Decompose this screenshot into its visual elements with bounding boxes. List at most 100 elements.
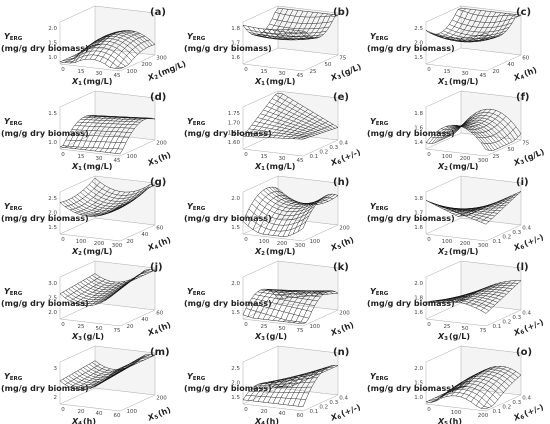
panel-label: (j) — [150, 262, 163, 273]
surface-line — [94, 269, 156, 283]
title-sub: ERG — [10, 376, 23, 382]
x-axis-title: X4(h) — [254, 417, 279, 424]
title-unit: (+/-) — [523, 232, 545, 248]
box-edge — [242, 5, 279, 23]
box-edge — [242, 132, 279, 150]
x-axis-title: X3(g/L) — [71, 332, 104, 342]
x-tick-label: 75 — [480, 328, 487, 334]
z-tick-label: 1.4 — [414, 140, 423, 146]
title-unit: (mg/g dry biomass) — [184, 44, 272, 53]
x-tick-label: 25 — [78, 324, 85, 330]
title-unit: (g/L) — [83, 332, 104, 341]
title-var: Y — [370, 32, 377, 41]
x-tick-label: 0 — [427, 67, 431, 73]
surface-line — [302, 193, 339, 229]
surface-line — [119, 269, 156, 289]
box-edge — [119, 309, 156, 327]
y-tick-label: 0.3 — [329, 145, 338, 151]
box-edge — [485, 54, 522, 72]
title-var: X — [145, 326, 156, 337]
x-tick-label: 75 — [114, 328, 121, 334]
box-edge — [242, 302, 279, 320]
box-edge — [302, 394, 339, 412]
z-tick-label: 1.5 — [48, 225, 57, 231]
title-unit: (mg/L) — [449, 77, 478, 86]
panel-label: (c) — [516, 7, 531, 18]
surface-line — [94, 177, 156, 193]
y-tick-label: 0.2 — [502, 319, 511, 325]
title-unit: (g/L) — [266, 332, 287, 341]
title-sub: ERG — [193, 121, 206, 127]
y-tick-label: 200 — [339, 310, 350, 316]
z-tick-label: 1.5 — [414, 381, 423, 387]
x-tick-label: 40 — [279, 411, 286, 417]
panel-label: (d) — [150, 92, 166, 103]
y-tick-label: 20 — [493, 69, 500, 75]
y-tick-label: 0.3 — [512, 230, 521, 236]
title-var: Y — [370, 287, 377, 296]
z-axis-title: YERG (mg/g dry biomass) — [1, 372, 89, 393]
z-tick-label: 1.60 — [228, 140, 241, 146]
title-var: Y — [187, 202, 194, 211]
z-tick-label: 2.0 — [231, 381, 240, 387]
box-edge — [277, 175, 339, 184]
y-tick-label: 0.3 — [512, 400, 521, 406]
z-tick-label: 1.5 — [48, 41, 57, 47]
title-var: Y — [370, 117, 377, 126]
z-tick-label: 2.5 — [414, 26, 423, 32]
box-back — [278, 346, 338, 395]
y-tick-label: 0.4 — [522, 395, 531, 401]
z-tick-label: 1.7 — [414, 211, 423, 217]
y-tick-label: 20 — [127, 239, 134, 245]
box-back — [95, 346, 155, 395]
title-unit: (h) — [266, 417, 279, 424]
surface-line — [460, 365, 522, 387]
title-sub: 2 — [154, 74, 160, 81]
x-tick-label: 100 — [259, 239, 270, 245]
box-edge — [242, 148, 304, 157]
title-var: X — [328, 326, 339, 337]
box-edge — [485, 139, 522, 157]
box-edge — [242, 63, 304, 72]
z-tick-label: 2.5 — [48, 296, 57, 302]
z-tick-label: 1.0 — [48, 55, 57, 61]
x-tick-label: 0 — [244, 237, 248, 243]
y-tick-label: 40 — [141, 232, 148, 238]
surface-line — [94, 354, 156, 370]
z-tick-label: 1.5 — [231, 310, 240, 316]
box-edge — [94, 175, 156, 184]
y-tick-label: 40 — [141, 317, 148, 323]
z-axis-title: YERG (mg/g dry biomass) — [184, 117, 272, 138]
surface-line — [91, 181, 153, 196]
y-tick-label: 0.2 — [319, 404, 328, 410]
y-axis-title: X4(h) — [145, 235, 172, 254]
panel-label: (n) — [333, 347, 349, 358]
box-edge — [242, 345, 279, 363]
title-sub: 6 — [520, 244, 526, 251]
title-unit: (mg/g dry biomass) — [184, 129, 272, 138]
box-edge — [277, 387, 339, 396]
x-tick-label: 0 — [244, 67, 248, 73]
panel: 1.60 1.65 1.70 1.75 0 15 30 45 0.10.20.30.4 YERG (… — [184, 90, 362, 172]
title-sub: 6 — [520, 329, 526, 336]
panel: 1.6 1.7 1.8 0 100 200 300 0.10.20.30.4 YERG (mg/g… — [367, 175, 545, 257]
x-tick-label: 45 — [114, 158, 121, 164]
title-sub: ERG — [376, 36, 389, 42]
box-edge — [302, 54, 339, 72]
x-tick-label: 30 — [279, 156, 286, 162]
box-edge — [94, 217, 156, 226]
box-edge — [242, 47, 279, 65]
title-var: X — [145, 156, 156, 167]
box-edge — [302, 309, 339, 327]
z-tick-label: 1.8 — [231, 26, 240, 32]
title-sub: ERG — [193, 36, 206, 42]
x-tick-label: 20 — [261, 409, 268, 415]
box-edge — [242, 387, 279, 405]
x-axis-title: X5(h) — [437, 417, 462, 424]
z-tick-label: 2.0 — [414, 281, 423, 287]
title-sub: 6 — [337, 414, 343, 421]
panel: 1.0 1.5 2.0 0 100 200 0.10.20.30.4 YERG (mg/g dr… — [367, 345, 545, 424]
surface-line — [274, 94, 336, 129]
x-tick-label: 200 — [277, 241, 288, 247]
